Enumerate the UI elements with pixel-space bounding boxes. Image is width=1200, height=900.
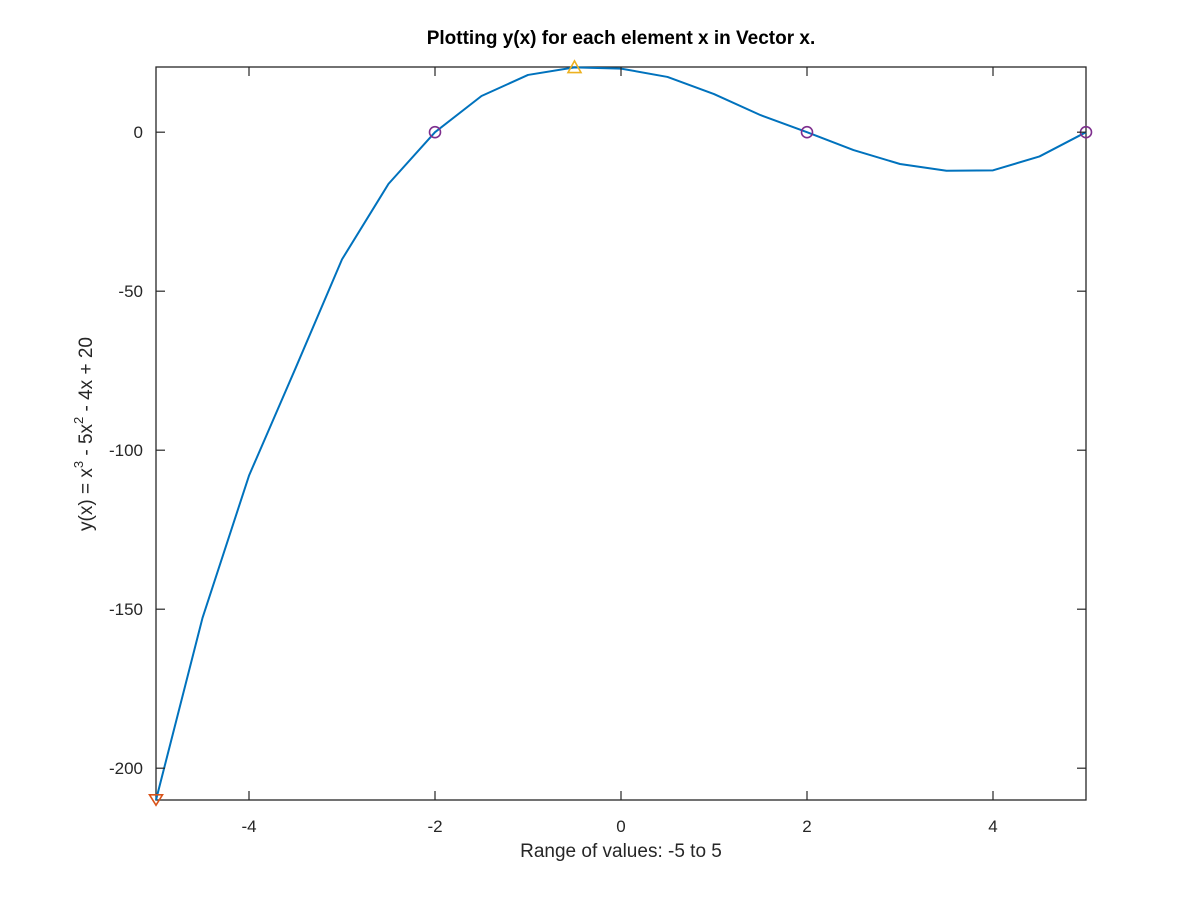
y-axis-label-part: y(x) = x — [76, 468, 97, 531]
y-axis-label-part: - 5x — [76, 423, 97, 460]
root-marker — [428, 125, 442, 139]
series-layer — [155, 66, 1087, 801]
x-tick-label: 0 — [616, 817, 625, 836]
maximum-marker — [566, 59, 583, 74]
x-tick-label: -4 — [241, 817, 256, 836]
series-line — [155, 66, 1087, 801]
chart-title: Plotting y(x) for each element x in Vect… — [427, 28, 816, 49]
y-tick-label: -100 — [109, 441, 143, 460]
plot-area — [155, 66, 1087, 801]
y-axis-label-superscript: 3 — [71, 461, 86, 468]
x-tick-label: 2 — [802, 817, 811, 836]
y-tick-label: -50 — [118, 282, 143, 301]
y-tick-label: -150 — [109, 600, 143, 619]
y-tick-label: 0 — [134, 123, 143, 142]
x-tick-label: 4 — [988, 817, 997, 836]
y-axis-label: y(x) = x3 - 5x2 - 4x + 20 — [71, 337, 97, 531]
marker-layer — [148, 59, 1093, 807]
x-axis-label: Range of values: -5 to 5 — [520, 841, 722, 862]
minimum-marker — [148, 793, 164, 807]
y-axis-label-superscript: 2 — [71, 417, 86, 424]
y-tick-label: -200 — [109, 759, 143, 778]
x-tick-label: -2 — [427, 817, 442, 836]
y-axis-label-part: - 4x + 20 — [76, 337, 97, 417]
y-axis: -200 -150 -100 -50 0 — [109, 123, 1086, 778]
root-marker — [800, 125, 814, 139]
plot-frame — [155, 66, 1087, 801]
x-axis: -4 -2 0 2 4 — [241, 67, 998, 836]
